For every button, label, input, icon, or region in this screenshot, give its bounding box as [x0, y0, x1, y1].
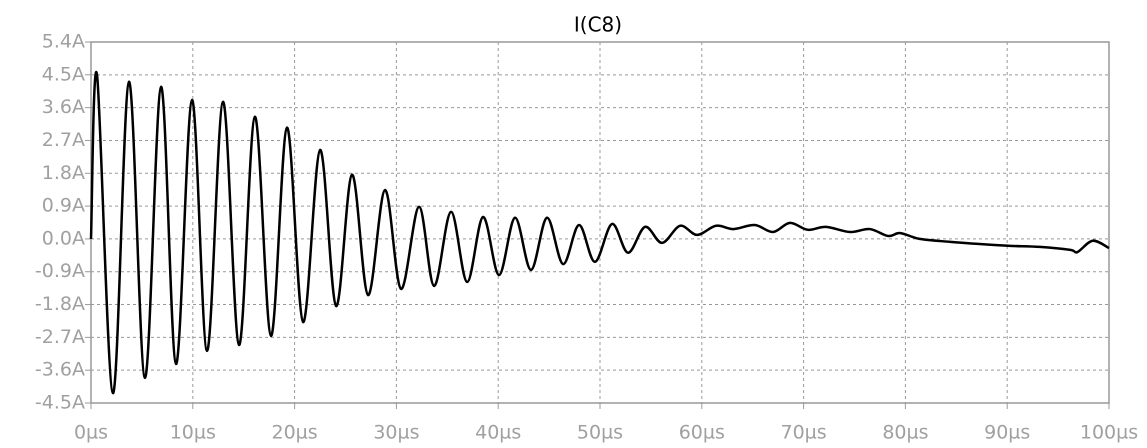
y-tick-label: 3.6A — [42, 96, 85, 118]
x-tick-label: 20µs — [272, 422, 318, 444]
x-tick-label: 50µs — [577, 422, 623, 444]
x-tick-label: 70µs — [781, 422, 827, 444]
y-tick-label: 0.9A — [42, 195, 85, 217]
x-tick-label: 90µs — [984, 422, 1030, 444]
x-tick-label: 60µs — [679, 422, 725, 444]
x-tick-label: 40µs — [475, 422, 521, 444]
chart-title: I(C8) — [574, 13, 622, 37]
x-tick-label: 80µs — [882, 422, 928, 444]
y-tick-label: -3.6A — [35, 359, 85, 381]
y-tick-label: -4.5A — [35, 392, 85, 414]
y-tick-label: -0.9A — [35, 260, 85, 282]
y-tick-label: -1.8A — [35, 293, 85, 315]
y-tick-label: 0.0A — [42, 227, 85, 249]
y-tick-label: 1.8A — [42, 162, 85, 184]
y-tick-label: 4.5A — [42, 63, 85, 85]
y-tick-label: 2.7A — [42, 129, 85, 151]
y-tick-label: -2.7A — [35, 326, 85, 348]
x-tick-label: 0µs — [74, 422, 108, 444]
x-tick-label: 10µs — [170, 422, 216, 444]
x-tick-label: 30µs — [373, 422, 419, 444]
x-tick-label: 100µs — [1080, 422, 1138, 444]
line-series — [89, 70, 1110, 395]
y-tick-label: 5.4A — [42, 31, 85, 53]
